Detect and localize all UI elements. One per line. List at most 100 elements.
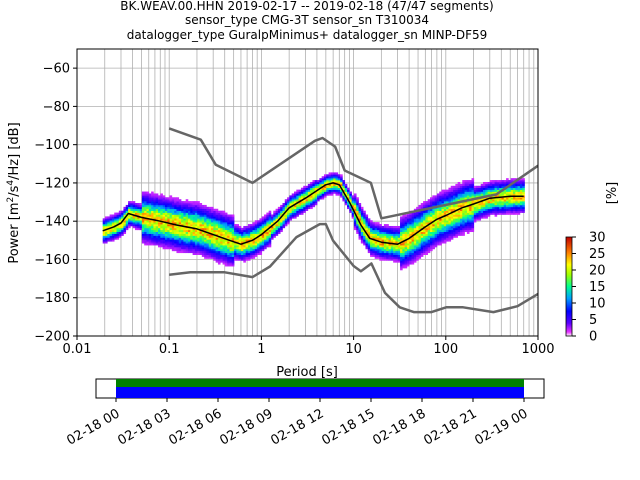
density-cell xyxy=(183,243,186,246)
density-cell xyxy=(432,245,435,248)
density-cell xyxy=(469,206,472,210)
density-cell xyxy=(206,222,210,225)
density-cell xyxy=(499,185,502,189)
density-cell xyxy=(347,191,350,194)
density-cell xyxy=(386,224,389,227)
density-cell xyxy=(174,247,177,250)
density-cell xyxy=(395,260,399,263)
density-cell xyxy=(406,222,410,225)
density-cell xyxy=(372,247,375,250)
density-cell xyxy=(485,214,488,217)
density-cell xyxy=(402,227,405,231)
density-cell xyxy=(448,187,452,190)
density-cell xyxy=(123,206,127,210)
density-cell xyxy=(227,237,230,240)
density-cell xyxy=(178,241,182,244)
density-cell xyxy=(503,204,507,208)
density-cell xyxy=(372,224,375,227)
density-cell xyxy=(199,250,203,254)
density-cell xyxy=(363,235,366,238)
density-cell xyxy=(190,218,193,221)
density-cell xyxy=(259,227,263,231)
density-cell xyxy=(446,225,449,229)
density-cell xyxy=(473,214,477,217)
density-cell xyxy=(298,191,302,194)
density-cell xyxy=(224,252,228,255)
density-cell xyxy=(206,208,210,211)
density-cell xyxy=(213,227,216,231)
density-cell xyxy=(128,220,131,223)
density-cell xyxy=(489,212,493,215)
density-cell xyxy=(499,201,502,204)
density-cell xyxy=(296,214,299,217)
density-cell xyxy=(402,229,405,233)
density-cell xyxy=(457,212,461,215)
density-cell xyxy=(459,229,463,233)
density-cell xyxy=(224,241,228,244)
density-cell xyxy=(439,227,442,231)
density-cell xyxy=(107,218,110,221)
density-cell xyxy=(282,216,286,219)
density-cell xyxy=(296,210,299,213)
density-cell xyxy=(289,210,293,213)
density-cell xyxy=(450,187,454,190)
density-cell xyxy=(337,185,341,189)
density-cell xyxy=(190,235,193,238)
density-cell xyxy=(153,199,157,202)
density-cell xyxy=(153,193,157,196)
coverage-bar-green xyxy=(116,379,524,387)
density-cell xyxy=(234,229,237,233)
density-cell xyxy=(192,216,196,219)
density-cell xyxy=(220,237,223,240)
density-cell xyxy=(234,235,237,238)
density-cell xyxy=(423,233,426,236)
density-cell xyxy=(164,218,168,221)
density-cell xyxy=(194,225,198,229)
density-cell xyxy=(158,235,161,238)
density-cell xyxy=(360,227,364,231)
density-cell xyxy=(160,199,163,202)
density-cell xyxy=(376,229,380,233)
density-cell xyxy=(317,199,320,202)
density-cell xyxy=(353,225,357,229)
density-cell xyxy=(250,237,253,240)
density-cell xyxy=(220,248,223,252)
density-cell xyxy=(144,199,147,202)
density-cell xyxy=(141,212,145,215)
density-cell xyxy=(434,222,438,225)
density-cell xyxy=(148,212,152,215)
density-cell xyxy=(125,206,129,210)
density-cell xyxy=(224,243,228,246)
density-cell xyxy=(116,220,120,223)
density-cell xyxy=(370,252,373,255)
density-cell xyxy=(261,245,265,248)
density-cell xyxy=(494,206,498,210)
density-cell xyxy=(211,248,214,252)
density-cell xyxy=(146,201,150,204)
density-cell xyxy=(383,235,387,238)
density-cell xyxy=(400,250,403,254)
density-cell xyxy=(204,254,207,257)
density-cell xyxy=(522,208,525,211)
density-cell xyxy=(383,233,387,236)
density-cell xyxy=(423,210,426,213)
density-cell xyxy=(181,237,184,240)
density-cell xyxy=(473,199,477,202)
density-cell xyxy=(459,183,463,187)
density-cell xyxy=(480,185,484,189)
density-cell xyxy=(266,222,269,225)
density-cell xyxy=(471,220,475,223)
density-cell xyxy=(390,229,394,233)
density-cell xyxy=(151,243,154,246)
density-cell xyxy=(335,187,339,190)
density-cell xyxy=(393,254,396,257)
density-cell xyxy=(137,212,140,215)
density-cell xyxy=(360,229,364,233)
density-cell xyxy=(344,191,348,194)
density-cell xyxy=(430,216,433,219)
density-cell xyxy=(176,220,180,223)
density-cell xyxy=(146,204,150,208)
density-cell xyxy=(151,233,154,236)
density-cell xyxy=(446,222,449,225)
